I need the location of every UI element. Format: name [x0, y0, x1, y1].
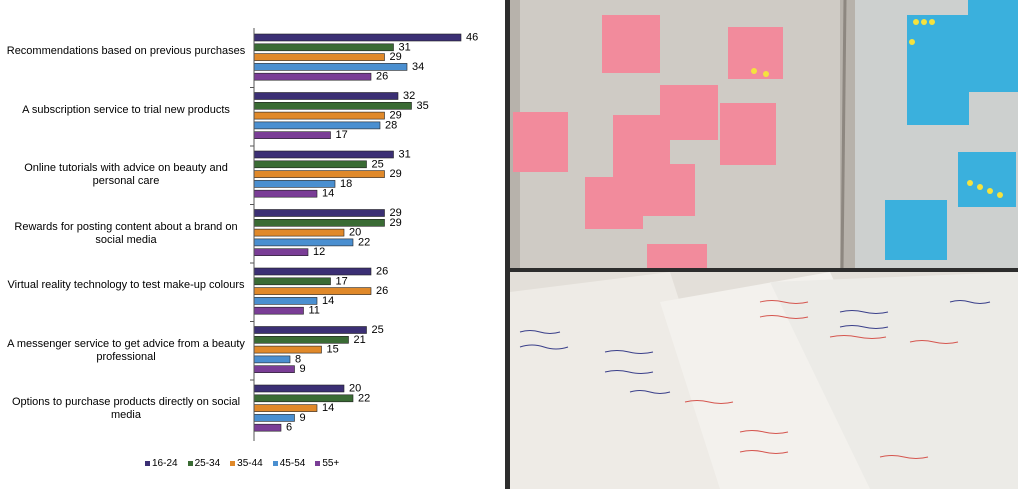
data-label-1-35-44: 29	[390, 51, 402, 63]
category-label-5: Virtual reality technology to test make-…	[7, 279, 245, 291]
legend-label: 55+	[322, 457, 340, 469]
data-label-7-55+: 6	[286, 422, 292, 434]
legend-item-35-44: 35-44	[230, 458, 263, 469]
bar-6-25-34	[253, 335, 349, 344]
data-label-3-45-54: 18	[340, 178, 352, 190]
workshop-photo-paper-sheets	[510, 272, 1018, 489]
data-label-4-16-24: 29	[390, 207, 402, 219]
data-label-1-45-54: 34	[412, 61, 424, 73]
bar-6-35-44	[253, 345, 322, 354]
data-label-5-45-54: 14	[322, 295, 334, 307]
legend-swatch	[230, 460, 236, 466]
bar-2-45-54	[253, 121, 381, 130]
legend-swatch	[272, 460, 278, 466]
legend-swatch	[187, 460, 193, 466]
data-label-4-25-34: 29	[390, 217, 402, 229]
data-label-2-25-34: 35	[417, 100, 429, 112]
category-label-1: Recommendations based on previous purcha…	[6, 45, 246, 57]
data-label-1-25-34: 31	[399, 41, 411, 53]
legend-label: 35-44	[237, 457, 263, 469]
bar-5-16-24	[253, 267, 372, 276]
data-label-6-25-34: 21	[354, 334, 366, 346]
bar-2-55+	[253, 131, 331, 139]
bar-6-55+	[253, 365, 295, 374]
bar-5-35-44	[253, 287, 372, 295]
data-label-7-35-44: 14	[322, 402, 334, 414]
data-label-2-55+: 17	[336, 129, 348, 141]
bar-1-45-54	[253, 63, 408, 71]
bar-7-45-54	[253, 414, 295, 422]
chart-area: 46 31 29 34 26 32 35 29 28 17 31 25 29 18 14 29 29 20 22 12…	[0, 0, 505, 489]
data-label-5-35-44: 26	[376, 285, 388, 297]
legend-item-25-34: 25-34	[187, 457, 221, 469]
bar-5-45-54	[253, 297, 318, 305]
bar-6-45-54	[253, 355, 291, 364]
data-label-2-45-54: 28	[385, 119, 397, 131]
data-label-4-35-44: 20	[349, 227, 361, 239]
legend-swatch	[145, 460, 150, 466]
legend-item-45-54: 45-54	[272, 457, 306, 469]
data-label-6-35-44: 15	[327, 344, 339, 356]
bar-3-16-24	[253, 150, 394, 159]
bar-1-35-44	[253, 53, 385, 61]
data-label-3-25-34: 25	[372, 158, 384, 170]
data-label-5-55+: 11	[309, 305, 320, 317]
category-label-2: A subscription service to trial new prod…	[22, 103, 230, 116]
panel-divider	[505, 0, 510, 489]
data-label-6-45-54: 8	[295, 353, 301, 365]
data-label-1-55+: 26	[376, 71, 388, 83]
bar-5-25-34	[253, 277, 331, 286]
bar-3-35-44	[253, 170, 385, 178]
bar-3-45-54	[253, 180, 336, 188]
bar-5-55+	[253, 306, 304, 315]
category-label-3: Online tutorials with advice on beauty a…	[24, 162, 228, 187]
bar-chart: 4631293426323529281731252918142929202212…	[250, 28, 478, 441]
bar-1-16-24	[253, 33, 462, 42]
data-label-7-45-54: 9	[300, 412, 306, 424]
photo-divider	[510, 268, 1018, 272]
bar-4-16-24	[253, 209, 385, 217]
data-label-7-16-24: 20	[349, 383, 361, 395]
category-label-6: A messenger service to get advice from a…	[7, 337, 245, 363]
bar-2-35-44	[253, 111, 385, 120]
data-label-4-55+: 12	[313, 246, 325, 258]
legend-label: 45-54	[279, 457, 306, 469]
bar-7-55+	[253, 423, 282, 432]
data-label-3-16-24: 31	[399, 149, 411, 161]
data-label-2-35-44: 29	[390, 110, 402, 122]
legend-label: 16-24	[152, 457, 178, 469]
data-label-7-25-34: 22	[358, 392, 370, 404]
legend: 16-24 25-34 35-44 45-54 55+	[145, 456, 339, 470]
data-label-5-25-34: 17	[336, 275, 348, 287]
bar-3-25-34	[253, 160, 367, 169]
data-label-4-45-54: 22	[358, 236, 370, 248]
data-label-6-16-24: 25	[372, 324, 384, 336]
workshop-photo-sticky-notes	[510, 0, 1018, 268]
data-label-3-35-44: 29	[390, 168, 402, 180]
bar-7-25-34	[253, 394, 354, 403]
bar-3-55+	[253, 189, 318, 198]
bar-4-45-54	[253, 238, 354, 247]
data-label-3-55+: 14	[322, 188, 334, 200]
data-label-1-16-24: 46	[466, 32, 478, 44]
bar-1-25-34	[253, 43, 394, 52]
bar-6-16-24	[253, 326, 367, 334]
bar-4-35-44	[253, 228, 345, 237]
data-label-5-16-24: 26	[376, 266, 388, 278]
legend-item-16-24: 16-24	[145, 458, 178, 469]
data-label-6-55+: 9	[300, 363, 306, 375]
legend-label: 25-34	[194, 457, 221, 469]
bar-1-55+	[253, 72, 372, 81]
bar-7-35-44	[253, 404, 318, 412]
legend-item-55+: 55+	[315, 458, 339, 469]
bar-7-16-24	[253, 384, 345, 393]
bar-4-25-34	[253, 219, 385, 227]
category-label-7: Options to purchase products directly on…	[11, 396, 241, 421]
data-label-2-16-24: 32	[403, 90, 415, 102]
legend-swatch	[315, 460, 321, 466]
bar-4-55+	[253, 248, 309, 256]
category-label-4: Rewards for posting content about a bran…	[14, 220, 238, 246]
bar-2-25-34	[253, 102, 412, 110]
bar-2-16-24	[253, 92, 399, 100]
